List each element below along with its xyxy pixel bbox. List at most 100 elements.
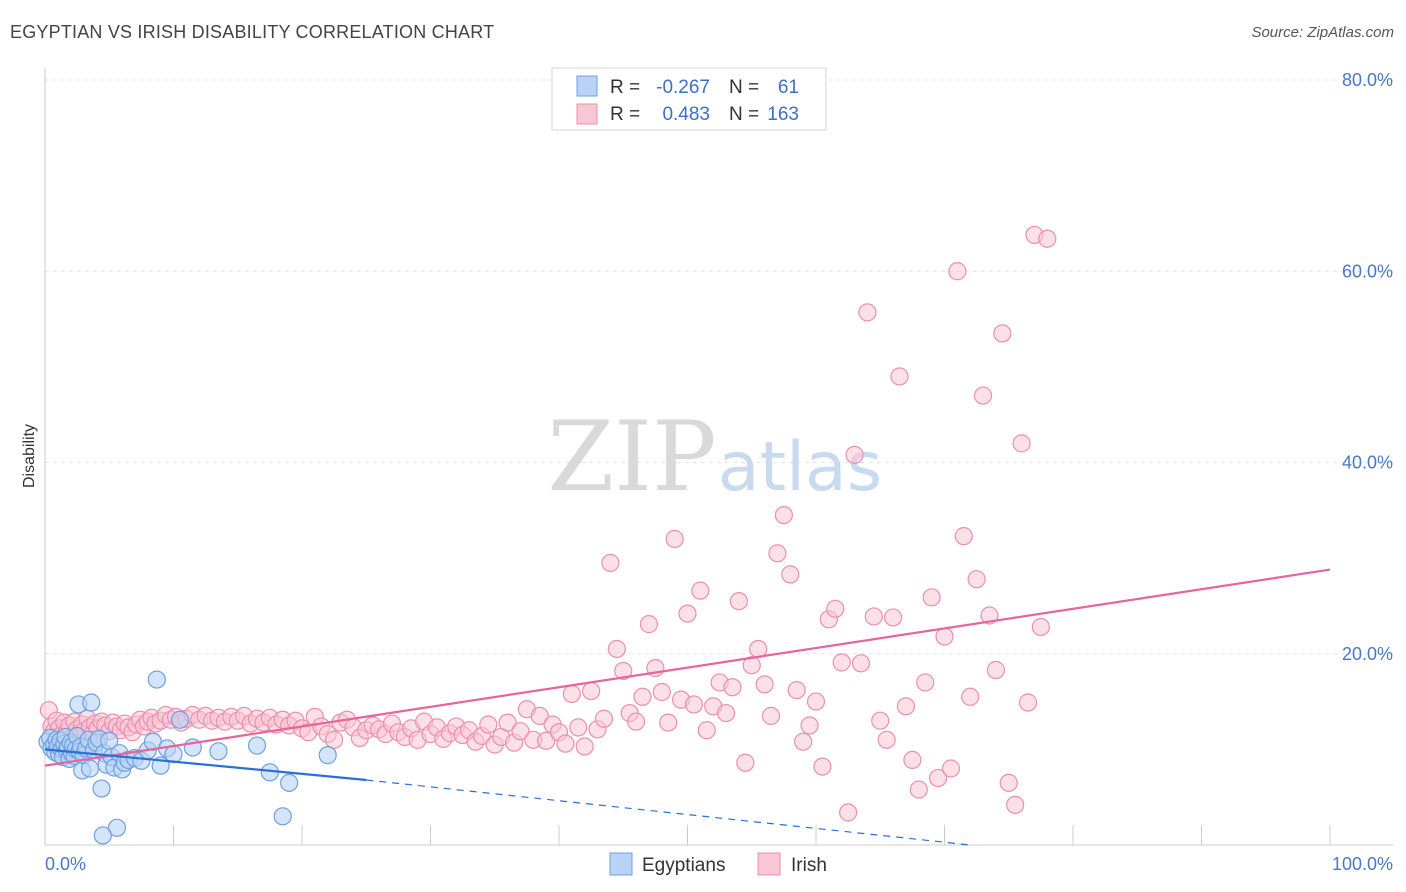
stats-n-value-irish: 163	[767, 104, 799, 125]
irish-point	[723, 678, 742, 697]
irish-point	[755, 675, 774, 694]
stats-n-label-irish: N =	[729, 104, 759, 125]
y-tick-label: 60.0%	[1342, 261, 1393, 281]
irish-trend-line	[44, 568, 1331, 767]
irish-point	[582, 681, 601, 701]
egyptians-point	[273, 807, 292, 826]
egyptians-point	[92, 779, 111, 798]
irish-point	[806, 692, 826, 711]
irish-point	[607, 639, 626, 659]
irish-point	[633, 687, 652, 706]
bottom-legend: Egyptians Irish	[609, 852, 827, 876]
egyptians-point	[247, 736, 267, 755]
irish-point	[1031, 617, 1050, 637]
irish-point	[928, 768, 948, 788]
irish-point	[684, 695, 704, 714]
egyptians-trend-line	[44, 748, 367, 782]
egypt-points	[38, 670, 337, 845]
irish-point	[575, 737, 594, 756]
irish-point	[941, 759, 961, 778]
irish-point	[562, 684, 581, 704]
irish-point	[813, 757, 832, 776]
y-tick-label: 20.0%	[1342, 644, 1393, 664]
axes-layer	[44, 68, 1393, 846]
stats-r-value-egyptians: -0.267	[656, 77, 710, 98]
irish-point	[639, 615, 659, 634]
irish-point	[678, 604, 697, 623]
x-tick-label-left: 0.0%	[45, 854, 86, 874]
irish-point	[569, 718, 588, 737]
irish-point	[922, 588, 941, 607]
watermark: ZIP atlas	[547, 401, 882, 513]
stats-n-label-egyptians: N =	[729, 77, 759, 98]
egyptians-trend-extension	[366, 779, 971, 846]
irish-point	[729, 592, 749, 611]
irish-point	[1018, 693, 1038, 712]
irish-point	[659, 713, 678, 732]
y-tick-label: 80.0%	[1342, 70, 1393, 90]
stats-swatch-egyptians	[576, 75, 598, 97]
irish-point	[691, 581, 710, 600]
irish-point	[999, 773, 1018, 792]
irish-point	[511, 722, 530, 741]
watermark-atlas: atlas	[718, 428, 882, 507]
egyptians-point	[107, 818, 127, 837]
irish-point	[601, 553, 620, 573]
irish-point	[498, 713, 517, 732]
irish-point	[800, 716, 819, 735]
irish-point	[916, 673, 935, 692]
irish-point	[858, 303, 877, 322]
irish-point	[903, 750, 922, 769]
irish-point	[614, 661, 633, 681]
irish-point	[530, 706, 549, 726]
y-axis-label: Disability	[21, 424, 38, 488]
irish-point	[479, 715, 498, 734]
irish-point	[851, 654, 871, 673]
irish-point	[1006, 795, 1025, 814]
legend-swatch-irish	[757, 852, 781, 876]
irish-point	[883, 608, 903, 627]
egyptians-point	[80, 759, 100, 778]
irish-point	[864, 607, 883, 626]
stats-n-value-egyptians: 61	[778, 77, 799, 98]
trend-layer	[44, 568, 1331, 846]
irish-point	[652, 682, 671, 702]
irish-point	[935, 627, 954, 646]
irish-point	[845, 445, 864, 464]
irish-point	[736, 753, 755, 772]
irish-point	[832, 653, 851, 672]
irish-point	[973, 386, 993, 405]
irish-point	[697, 721, 716, 740]
irish-point	[896, 697, 916, 716]
stats-r-label-irish: R =	[610, 104, 640, 125]
legend-label-egyptians: Egyptians	[642, 855, 725, 876]
irish-point	[325, 730, 344, 749]
tick-layer: 20.0% 40.0% 60.0% 80.0% 0.0% 100.0%	[45, 70, 1393, 874]
egyptians-point	[93, 826, 112, 845]
irish-point	[890, 367, 909, 386]
irish-point	[537, 731, 556, 750]
irish-point	[761, 706, 781, 726]
legend-swatch-egyptians	[609, 852, 633, 876]
irish-point	[967, 570, 986, 589]
irish-point	[986, 660, 1006, 680]
irish-point	[909, 780, 928, 799]
irish-point	[961, 687, 980, 706]
source-text: Source: ZipAtlas.com	[1251, 24, 1394, 41]
irish-point	[948, 262, 967, 281]
irish-point	[774, 505, 793, 525]
stats-swatch-irish	[576, 103, 598, 125]
irish-point	[1038, 229, 1057, 248]
irish-point	[839, 803, 858, 822]
irish-point	[993, 324, 1012, 343]
irish-point	[594, 709, 614, 728]
irish-point	[980, 606, 999, 625]
irish-point	[954, 527, 973, 546]
chart-title: EGYPTIAN VS IRISH DISABILITY CORRELATION…	[10, 22, 495, 42]
watermark-zip: ZIP	[547, 401, 716, 513]
irish-point	[871, 711, 890, 730]
stats-legend: R = -0.267 N = 61 R = 0.483 N = 163	[551, 67, 827, 131]
stats-r-label-egyptians: R =	[610, 77, 640, 98]
irish-point	[768, 544, 787, 563]
irish-point	[626, 712, 646, 731]
